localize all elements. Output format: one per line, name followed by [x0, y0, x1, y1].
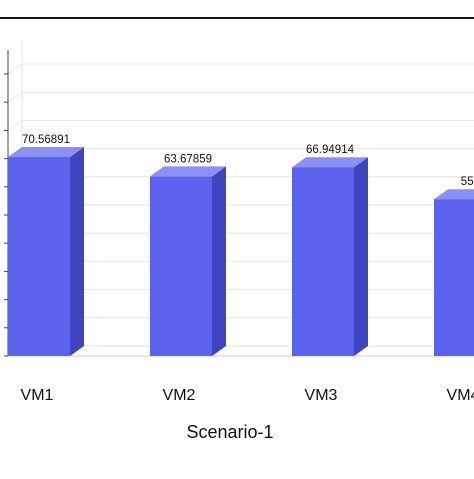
data-labels: 70.56891 63.67859 66.94914 55.6: [22, 134, 474, 188]
bar-front-face: [434, 199, 474, 356]
bar-vm3: [292, 157, 368, 356]
bar-front-face: [8, 156, 70, 356]
x-axis-title: Scenario-1: [186, 422, 273, 442]
x-tick-label: VM1: [21, 387, 54, 404]
data-label: 63.67859: [164, 153, 212, 165]
data-label: 66.94914: [306, 144, 355, 156]
gridline-side: [7, 63, 23, 75]
bar-vm4: [434, 189, 474, 356]
bars: [8, 146, 474, 356]
x-tick-label: VM4: [447, 387, 474, 404]
data-label: 55.6: [461, 176, 474, 188]
bar-front-face: [292, 167, 354, 356]
x-tick-label: VM3: [305, 387, 338, 404]
bar-vm2: [150, 166, 226, 356]
x-tick-label: VM2: [163, 387, 196, 404]
bar-side-face: [212, 166, 226, 356]
bar-top-face: [8, 146, 84, 157]
bar-top-face: [150, 166, 226, 177]
gridline-side: [7, 91, 23, 103]
gridline-side: [7, 119, 23, 131]
bar-side-face: [354, 157, 368, 356]
data-label: 70.56891: [22, 134, 70, 146]
bar-vm1: [8, 146, 84, 356]
bar-side-face: [70, 146, 84, 356]
bar-top-face: [434, 189, 474, 200]
outer-frame: [0, 0, 474, 18]
x-tick-labels: VM1 VM2 VM3 VM4: [21, 387, 474, 404]
bar-front-face: [150, 176, 212, 356]
bar-top-face: [292, 157, 368, 168]
